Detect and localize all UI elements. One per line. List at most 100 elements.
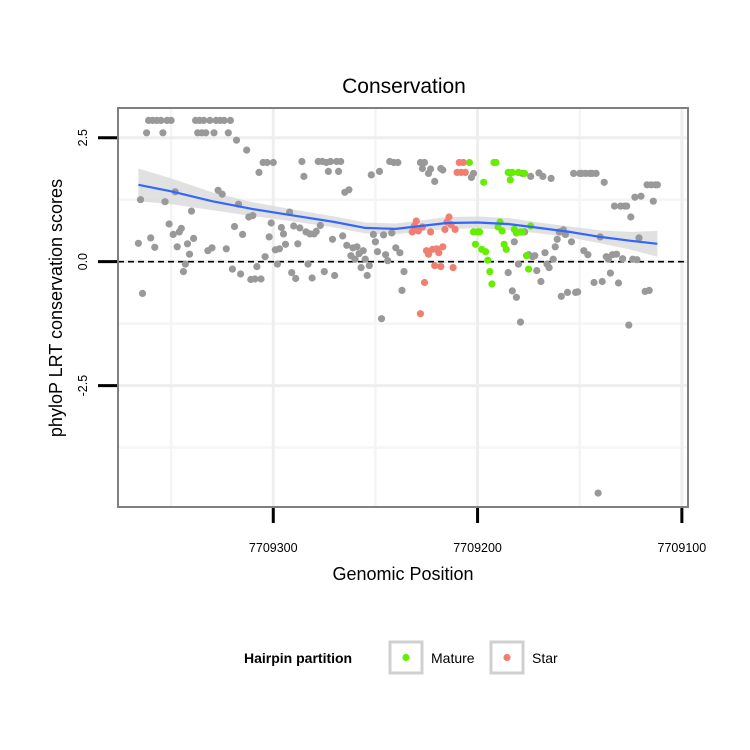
other-point: [594, 489, 602, 497]
other-point: [273, 260, 281, 268]
other-point: [210, 129, 218, 137]
other-point: [281, 240, 290, 248]
other-point: [345, 186, 353, 194]
star-point: [437, 263, 445, 271]
x-tick-label: 7709100: [658, 541, 707, 555]
other-point: [226, 116, 234, 124]
x-tick-label: 7709300: [249, 541, 298, 555]
other-point: [627, 213, 635, 221]
plot-area: 7709300 7709200 7709100 2.5 0.0 -2.5: [76, 107, 707, 555]
other-point: [292, 274, 300, 283]
other-point: [151, 243, 159, 251]
mature-point: [521, 169, 529, 177]
other-point: [547, 174, 555, 182]
star-point: [431, 262, 439, 270]
other-point: [361, 255, 369, 263]
other-point: [619, 255, 627, 263]
other-point: [514, 260, 523, 268]
mature-point: [492, 158, 500, 167]
mature-point: [488, 280, 496, 288]
other-point: [531, 252, 539, 260]
other-point: [510, 238, 518, 246]
other-point: [136, 196, 145, 204]
other-point: [222, 245, 230, 253]
other-point: [267, 219, 275, 227]
star-point: [408, 228, 416, 236]
smooth-line: [138, 183, 658, 245]
mature-point: [482, 248, 490, 256]
other-point: [375, 167, 384, 175]
y-tick-label: -2.5: [76, 375, 90, 397]
other-point: [549, 255, 557, 263]
other-point: [200, 116, 208, 124]
other-point: [359, 247, 367, 255]
other-point: [312, 227, 320, 235]
mature-point: [518, 228, 527, 236]
other-point: [143, 129, 151, 137]
other-point: [396, 249, 404, 257]
other-point: [263, 158, 271, 167]
other-point: [563, 288, 572, 296]
other-point: [649, 197, 657, 205]
other-point: [300, 172, 308, 180]
mature-point: [525, 265, 533, 273]
legend-title: Hairpin partition: [244, 650, 352, 666]
mature-point: [508, 168, 516, 176]
other-point: [373, 248, 382, 256]
other-point: [363, 271, 371, 280]
other-point: [275, 245, 283, 253]
other-point: [633, 256, 641, 264]
other-point: [157, 116, 165, 124]
mature-point: [498, 227, 506, 235]
other-point: [553, 235, 561, 243]
other-point: [590, 278, 598, 287]
other-point: [584, 251, 592, 259]
other-point: [418, 164, 426, 173]
other-point: [328, 235, 337, 243]
other-point: [545, 264, 553, 272]
other-point: [134, 239, 142, 247]
other-point: [308, 274, 316, 282]
mature-point: [471, 240, 480, 248]
other-point: [625, 321, 633, 329]
other-point: [653, 181, 662, 189]
star-point: [412, 217, 420, 225]
other-point: [261, 253, 269, 261]
other-point: [265, 233, 273, 241]
other-point: [239, 230, 247, 238]
other-point: [439, 166, 447, 174]
other-point: [570, 169, 578, 177]
other-point: [324, 167, 332, 175]
other-point: [206, 116, 214, 124]
other-point: [339, 232, 347, 240]
other-point: [504, 269, 512, 277]
other-point: [557, 292, 565, 300]
other-point: [169, 230, 177, 238]
legend-swatch-mature: [402, 653, 410, 662]
other-point: [384, 257, 392, 265]
star-point: [416, 310, 424, 318]
other-point: [326, 157, 335, 166]
star-point: [461, 168, 469, 176]
other-point: [316, 221, 324, 230]
other-point: [598, 277, 606, 286]
other-point: [567, 238, 576, 246]
chart-title: Conservation: [342, 75, 466, 98]
mature-point: [480, 178, 488, 186]
other-point: [533, 267, 541, 275]
other-point: [614, 279, 623, 287]
mature-point: [523, 252, 531, 260]
star-point: [441, 225, 449, 233]
other-point: [353, 243, 361, 251]
mature-point: [506, 176, 514, 184]
other-point: [539, 172, 547, 180]
star-point: [424, 250, 433, 258]
other-point: [541, 249, 549, 257]
y-axis-title: phyloP LRT conservation scores: [46, 179, 66, 437]
other-point: [351, 255, 359, 263]
legend-swatch-star: [503, 653, 511, 662]
mature-point: [514, 168, 523, 176]
other-point: [335, 167, 343, 175]
mature-point: [502, 245, 510, 253]
